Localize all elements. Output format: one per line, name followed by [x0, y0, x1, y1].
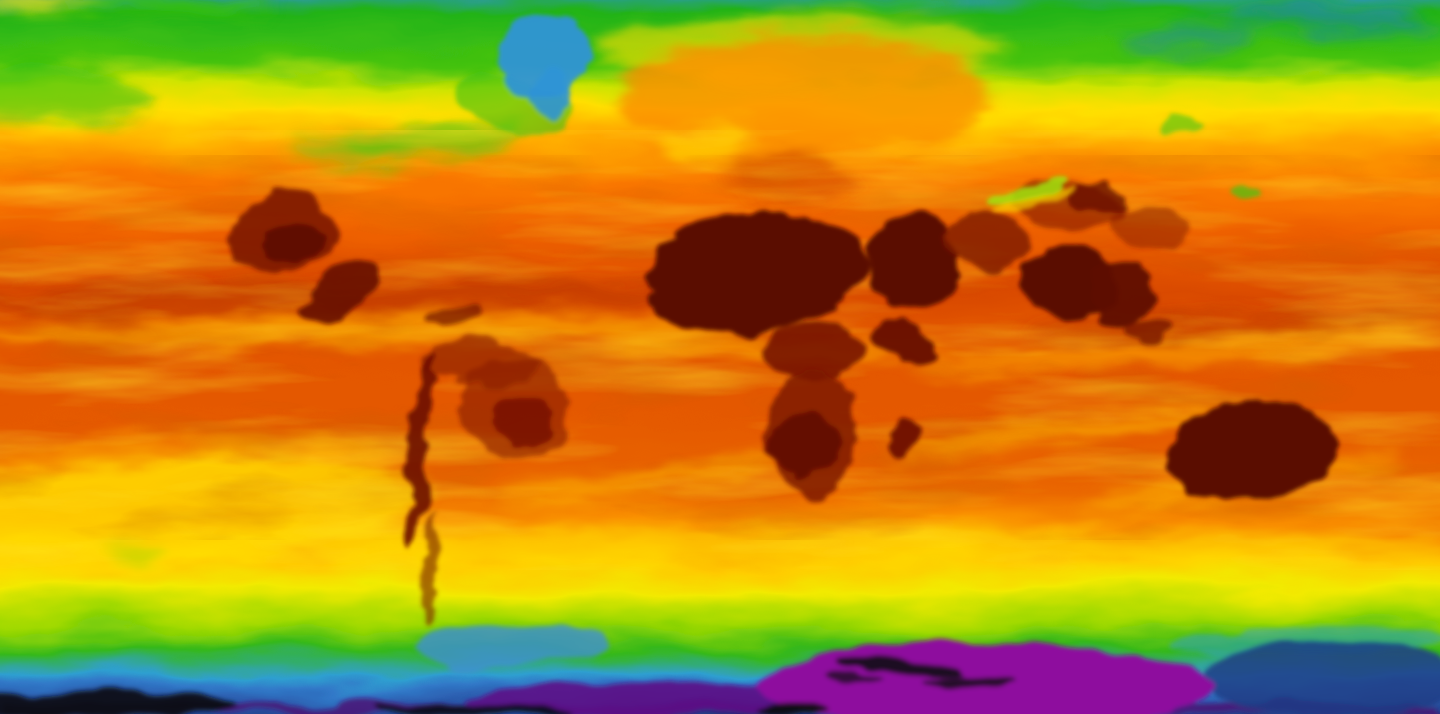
madagascar-hotspot: [890, 412, 918, 460]
arabia-hotspot: [864, 212, 960, 312]
kalahari-core: [770, 412, 842, 480]
top-left-green-fringe: [50, 0, 280, 15]
top-right-teal-shadow-1: [1240, 7, 1430, 37]
sahel-hotspot: [653, 272, 837, 334]
china-dark-patch: [1108, 205, 1188, 247]
polar-layer: [0, 622, 1440, 714]
caribbean-dark-spots: [422, 307, 482, 329]
right-navy-block: [1200, 638, 1440, 714]
australia-hotspot: [1167, 399, 1337, 505]
antarctic-black-squiggle-3: [822, 670, 882, 682]
east-brazil-core: [492, 394, 552, 446]
himalaya-yellow-streak: [994, 185, 1078, 217]
himalaya-green-streak: [987, 176, 1069, 208]
antarctic-black-squiggle-2: [922, 673, 1014, 685]
tibet-green-speck: [1233, 183, 1261, 197]
indochina-hotspot: [1088, 265, 1156, 325]
china-green-speck: [1161, 119, 1205, 135]
bottom-left-dark-bar: [0, 692, 240, 714]
andes-south-tail: [422, 510, 438, 620]
antarctic-black-squiggle-1: [838, 660, 962, 676]
horn-of-africa-hotspot: [867, 317, 937, 363]
bottom-center-dark-bar: [370, 705, 570, 714]
west-violet-patch: [470, 683, 810, 714]
greenland-cold-wedge: [498, 13, 592, 97]
top-right-teal-shadow-2: [1115, 25, 1255, 51]
malay-dark-patch: [1130, 318, 1174, 342]
equatorial-africa-hotspot: [760, 326, 864, 378]
mexico-hotspot: [302, 260, 382, 324]
mongolia-dark-patch: [1068, 180, 1128, 212]
cold-anomaly-layer: [457, 13, 1261, 217]
andes-ridge: [404, 348, 436, 552]
mid-bottom-black-bar: [756, 703, 828, 714]
greenland-cold-tongue: [533, 65, 571, 121]
top-mid-green-fringe: [790, 0, 970, 11]
us-southwest-core: [262, 222, 318, 264]
far-left-green-dip: [0, 67, 150, 123]
south-ocean-azure-bulge: [415, 622, 605, 668]
iran-plateau-hotspot: [946, 215, 1030, 269]
